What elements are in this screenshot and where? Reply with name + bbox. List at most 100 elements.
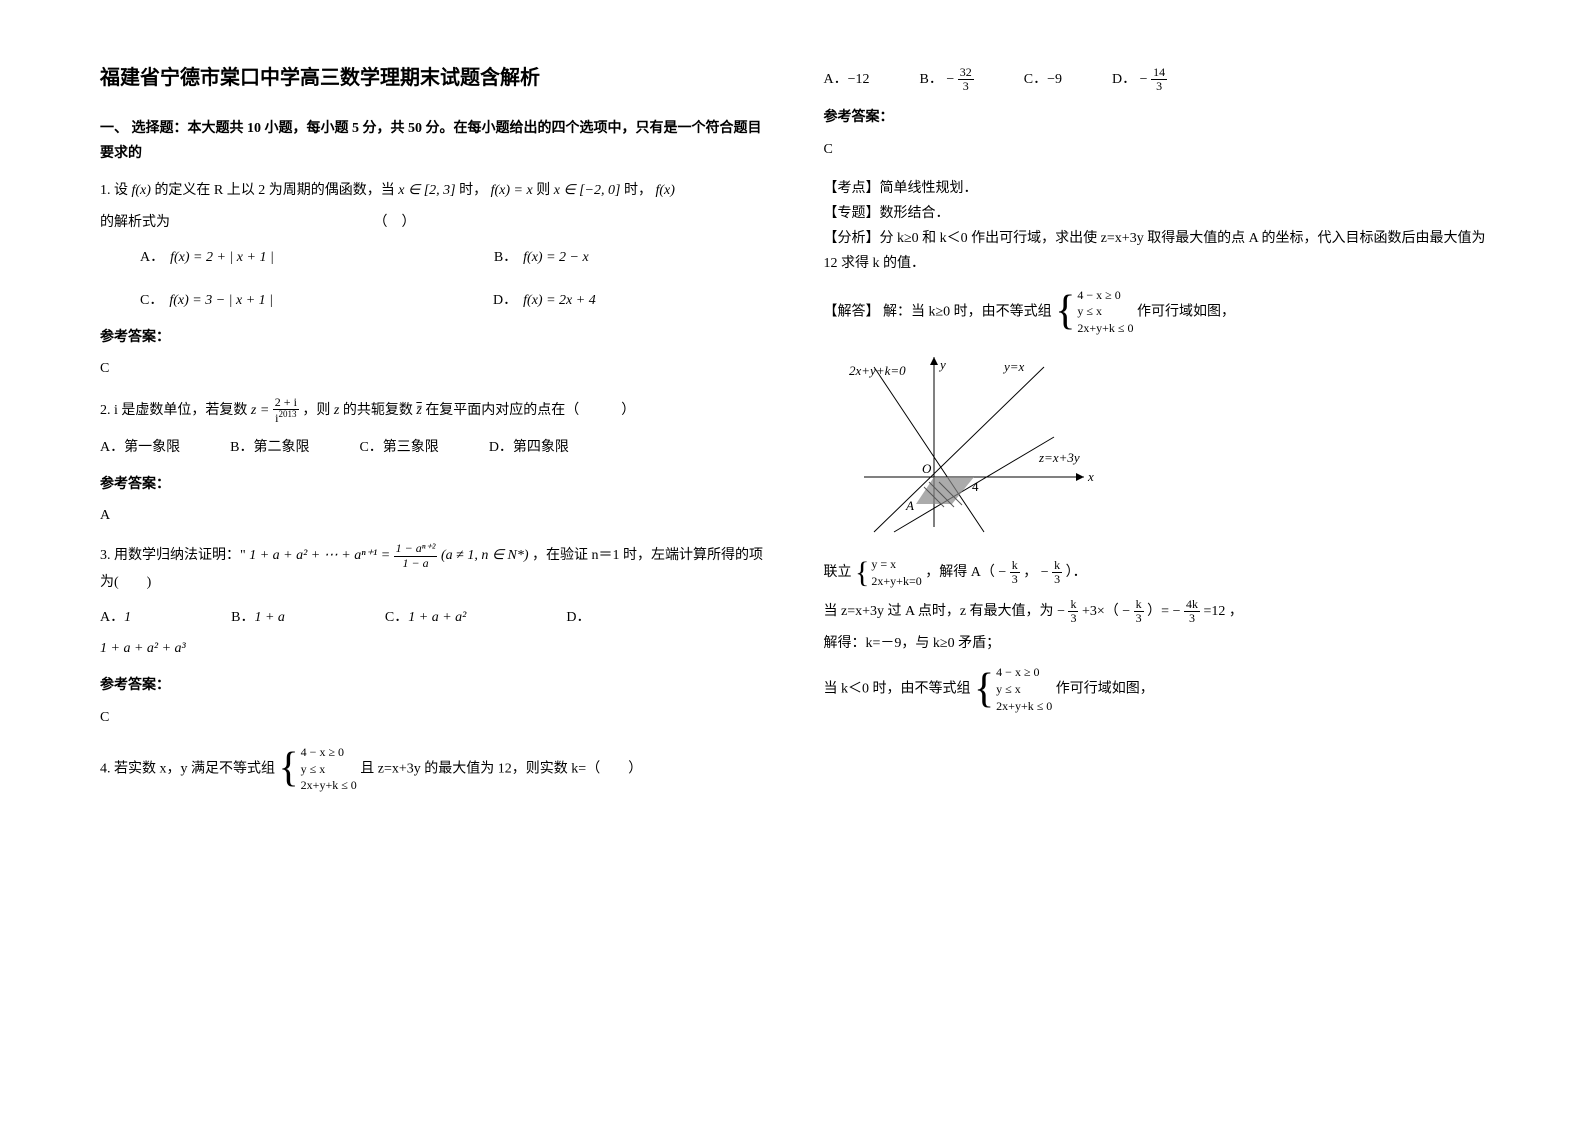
q2-zeq: z = — [251, 402, 269, 417]
q1-mid1: 的定义在 R 上以 2 为周期的偶函数，当 — [154, 183, 394, 198]
q4-opt-b: B． − 323 — [920, 66, 974, 93]
q4-sys-l1: 4 − x ≥ 0 — [301, 744, 357, 761]
lianli-system: { y = x 2x+y+k=0 — [855, 556, 922, 590]
q3-opt-c: C．1 + a + a² — [385, 605, 466, 630]
diag-origin: O — [922, 461, 932, 476]
q2-den: i2013 — [273, 410, 298, 425]
q3-frac: 1 − aⁿ⁺² 1 − a — [394, 542, 438, 569]
analysis-fenxi: 【分析】分 k≥0 和 k＜0 作出可行域，求出使 z=x+3y 取得最大值的点… — [824, 226, 1488, 276]
q3-den: 1 − a — [401, 557, 431, 570]
q1-opt-d-label: D． — [493, 288, 517, 313]
q4-tail: 且 z=x+3y 的最大值为 12，则实数 k=（ ） — [360, 761, 642, 776]
q1-opt-c: C． f(x) = 3 − | x + 1 | — [140, 288, 273, 313]
q4-opt-c: C．−9 — [1024, 67, 1062, 92]
q1-fx: f(x) — [132, 183, 151, 198]
diag-point-4: 4 — [972, 479, 979, 494]
left-column: 福建省宁德市棠口中学高三数学理期末试题含解析 一、 选择题：本大题共 10 小题… — [100, 60, 764, 1062]
question-3: 3. 用数学归纳法证明：" 1 + a + a² + ⋯ + aⁿ⁺¹ = 1 … — [100, 542, 764, 661]
q4-answer: C — [824, 137, 1488, 162]
q3-lhs: 1 + a + a² + ⋯ + aⁿ⁺¹ = — [249, 548, 390, 563]
brace-icon: { — [855, 559, 869, 586]
zmax-line: 当 z=x+3y 过 A 点时，z 有最大值，为 − k3 +3×（ − k3 … — [824, 598, 1488, 625]
analysis-kaodian: 【考点】简单线性规划． — [824, 176, 1488, 201]
q3-answer-label: 参考答案： — [100, 673, 764, 698]
feasible-region-diagram: 2x+y+k=0 y=x y x O A 4 z=x+3y — [844, 347, 1488, 546]
q1-opt-d-math: f(x) = 2x + 4 — [523, 288, 596, 313]
q2-opt-b: B．第二象限 — [230, 435, 309, 460]
brace-icon: { — [974, 671, 994, 709]
q3-num: 1 − aⁿ⁺² — [394, 542, 438, 556]
q2-num: 2 + i — [273, 396, 299, 410]
diag-z-label: z=x+3y — [1038, 450, 1080, 465]
q2-mid2: 的共轭复数 — [343, 402, 413, 417]
q3-pre: 3. 用数学归纳法证明：" — [100, 548, 246, 563]
q1-cond2: x ∈ [−2, 0] — [554, 183, 621, 198]
q1-mid4: 时， — [624, 183, 652, 198]
q1-answer-label: 参考答案： — [100, 325, 764, 350]
right-column: A．−12 B． − 323 C．−9 D． − 143 参考答案： C 【考点… — [824, 60, 1488, 1062]
q3-opt-a: A．1 — [100, 605, 131, 630]
q2-opt-d: D．第四象限 — [489, 435, 569, 460]
q3-answer: C — [100, 705, 764, 730]
jiede-line: 解得：k=－9，与 k≥0 矛盾； — [824, 631, 1488, 656]
q1-opt-a-math: f(x) = 2 + | x + 1 | — [170, 245, 274, 270]
brace-icon: { — [1055, 293, 1075, 331]
q2-answer: A — [100, 503, 764, 528]
q1-paren: （ ） — [374, 215, 416, 230]
q2-answer-label: 参考答案： — [100, 472, 764, 497]
q3-opt-b: B．1 + a — [231, 605, 285, 630]
q1-opt-d: D． f(x) = 2x + 4 — [493, 288, 596, 313]
q4-sys-l2: y ≤ x — [301, 761, 357, 778]
brace-icon: { — [279, 750, 299, 788]
diagram-svg: 2x+y+k=0 y=x y x O A 4 z=x+3y — [844, 347, 1104, 537]
q1-opt-c-label: C． — [140, 288, 163, 313]
q2-zvar: z — [334, 402, 339, 417]
q4-pre: 4. 若实数 x，y 满足不等式组 — [100, 761, 275, 776]
q2-opt-a: A．第一象限 — [100, 435, 180, 460]
q1-fx2: f(x) — [655, 183, 674, 198]
question-2: 2. i 是虚数单位，若复数 z = 2 + i i2013 ，则 z 的共轭复… — [100, 396, 764, 461]
q2-tail: 在复平面内对应的点在（ ） — [425, 402, 635, 417]
analysis-zhuanti: 【专题】数形结合． — [824, 201, 1488, 226]
q1-opt-b-label: B． — [494, 245, 517, 270]
section-header: 一、 选择题：本大题共 10 小题，每小题 5 分，共 50 分。在每小题给出的… — [100, 116, 764, 166]
q3-opt-d: 1 + a + a² + a³ — [100, 636, 764, 661]
q2-opt-c: C．第三象限 — [359, 435, 438, 460]
q1-opt-b-math: f(x) = 2 − x — [523, 245, 589, 270]
q1-mid3: 则 — [536, 183, 550, 198]
q1-opt-a-label: A． — [140, 245, 164, 270]
q4-system: { 4 − x ≥ 0 y ≤ x 2x+y+k ≤ 0 — [279, 744, 357, 794]
q3-cond: (a ≠ 1, n ∈ N*) — [441, 548, 529, 563]
diag-2xyk-label: 2x+y+k=0 — [849, 363, 906, 378]
q1-mid2: 时， — [459, 183, 487, 198]
q4-sys-l3: 2x+y+k ≤ 0 — [301, 777, 357, 794]
q1-opt-c-math: f(x) = 3 − | x + 1 | — [169, 288, 273, 313]
k-lt0-line: 当 k＜0 时，由不等式组 { 4 − x ≥ 0 y ≤ x 2x+y+k ≤… — [824, 664, 1488, 714]
q1-answer: C — [100, 356, 764, 381]
q1-opt-a: A． f(x) = 2 + | x + 1 | — [140, 245, 274, 270]
page-title: 福建省宁德市棠口中学高三数学理期末试题含解析 — [100, 60, 764, 96]
q1-tail: 的解析式为 — [100, 215, 170, 230]
jieda-system-1: { 4 − x ≥ 0 y ≤ x 2x+y+k ≤ 0 — [1055, 287, 1133, 337]
q1-fxeqx: f(x) = x — [491, 183, 533, 198]
q2-mid: ，则 — [302, 402, 330, 417]
lianli-line: 联立 { y = x 2x+y+k=0 ，解得 A（ − k3 ， − k3 ）… — [824, 556, 1488, 590]
q1-cond1: x ∈ [2, 3] — [398, 183, 455, 198]
diag-y-axis: y — [938, 357, 946, 372]
question-1: 1. 设 f(x) 的定义在 R 上以 2 为周期的偶函数，当 x ∈ [2, … — [100, 178, 764, 313]
q3-opt-d-label: D． — [566, 605, 590, 630]
q2-frac: 2 + i i2013 — [273, 396, 299, 425]
jieda-system-2: { 4 − x ≥ 0 y ≤ x 2x+y+k ≤ 0 — [974, 664, 1052, 714]
q2-zbar: z̄ — [416, 402, 421, 417]
diag-point-a: A — [905, 498, 914, 513]
diag-x-axis: x — [1087, 469, 1094, 484]
diag-yx-label: y=x — [1002, 359, 1025, 374]
q2-pre: 2. i 是虚数单位，若复数 — [100, 402, 247, 417]
q4-opt-d: D． − 143 — [1112, 66, 1167, 93]
q4-answer-label: 参考答案： — [824, 105, 1488, 130]
question-4: 4. 若实数 x，y 满足不等式组 { 4 − x ≥ 0 y ≤ x 2x+y… — [100, 744, 764, 794]
analysis-jieda-line: 【解答】 解：当 k≥0 时，由不等式组 { 4 − x ≥ 0 y ≤ x 2… — [824, 287, 1488, 337]
q1-stem-pre: 1. 设 — [100, 183, 128, 198]
q4-opt-a: A．−12 — [824, 67, 870, 92]
q1-opt-b: B． f(x) = 2 − x — [494, 245, 589, 270]
